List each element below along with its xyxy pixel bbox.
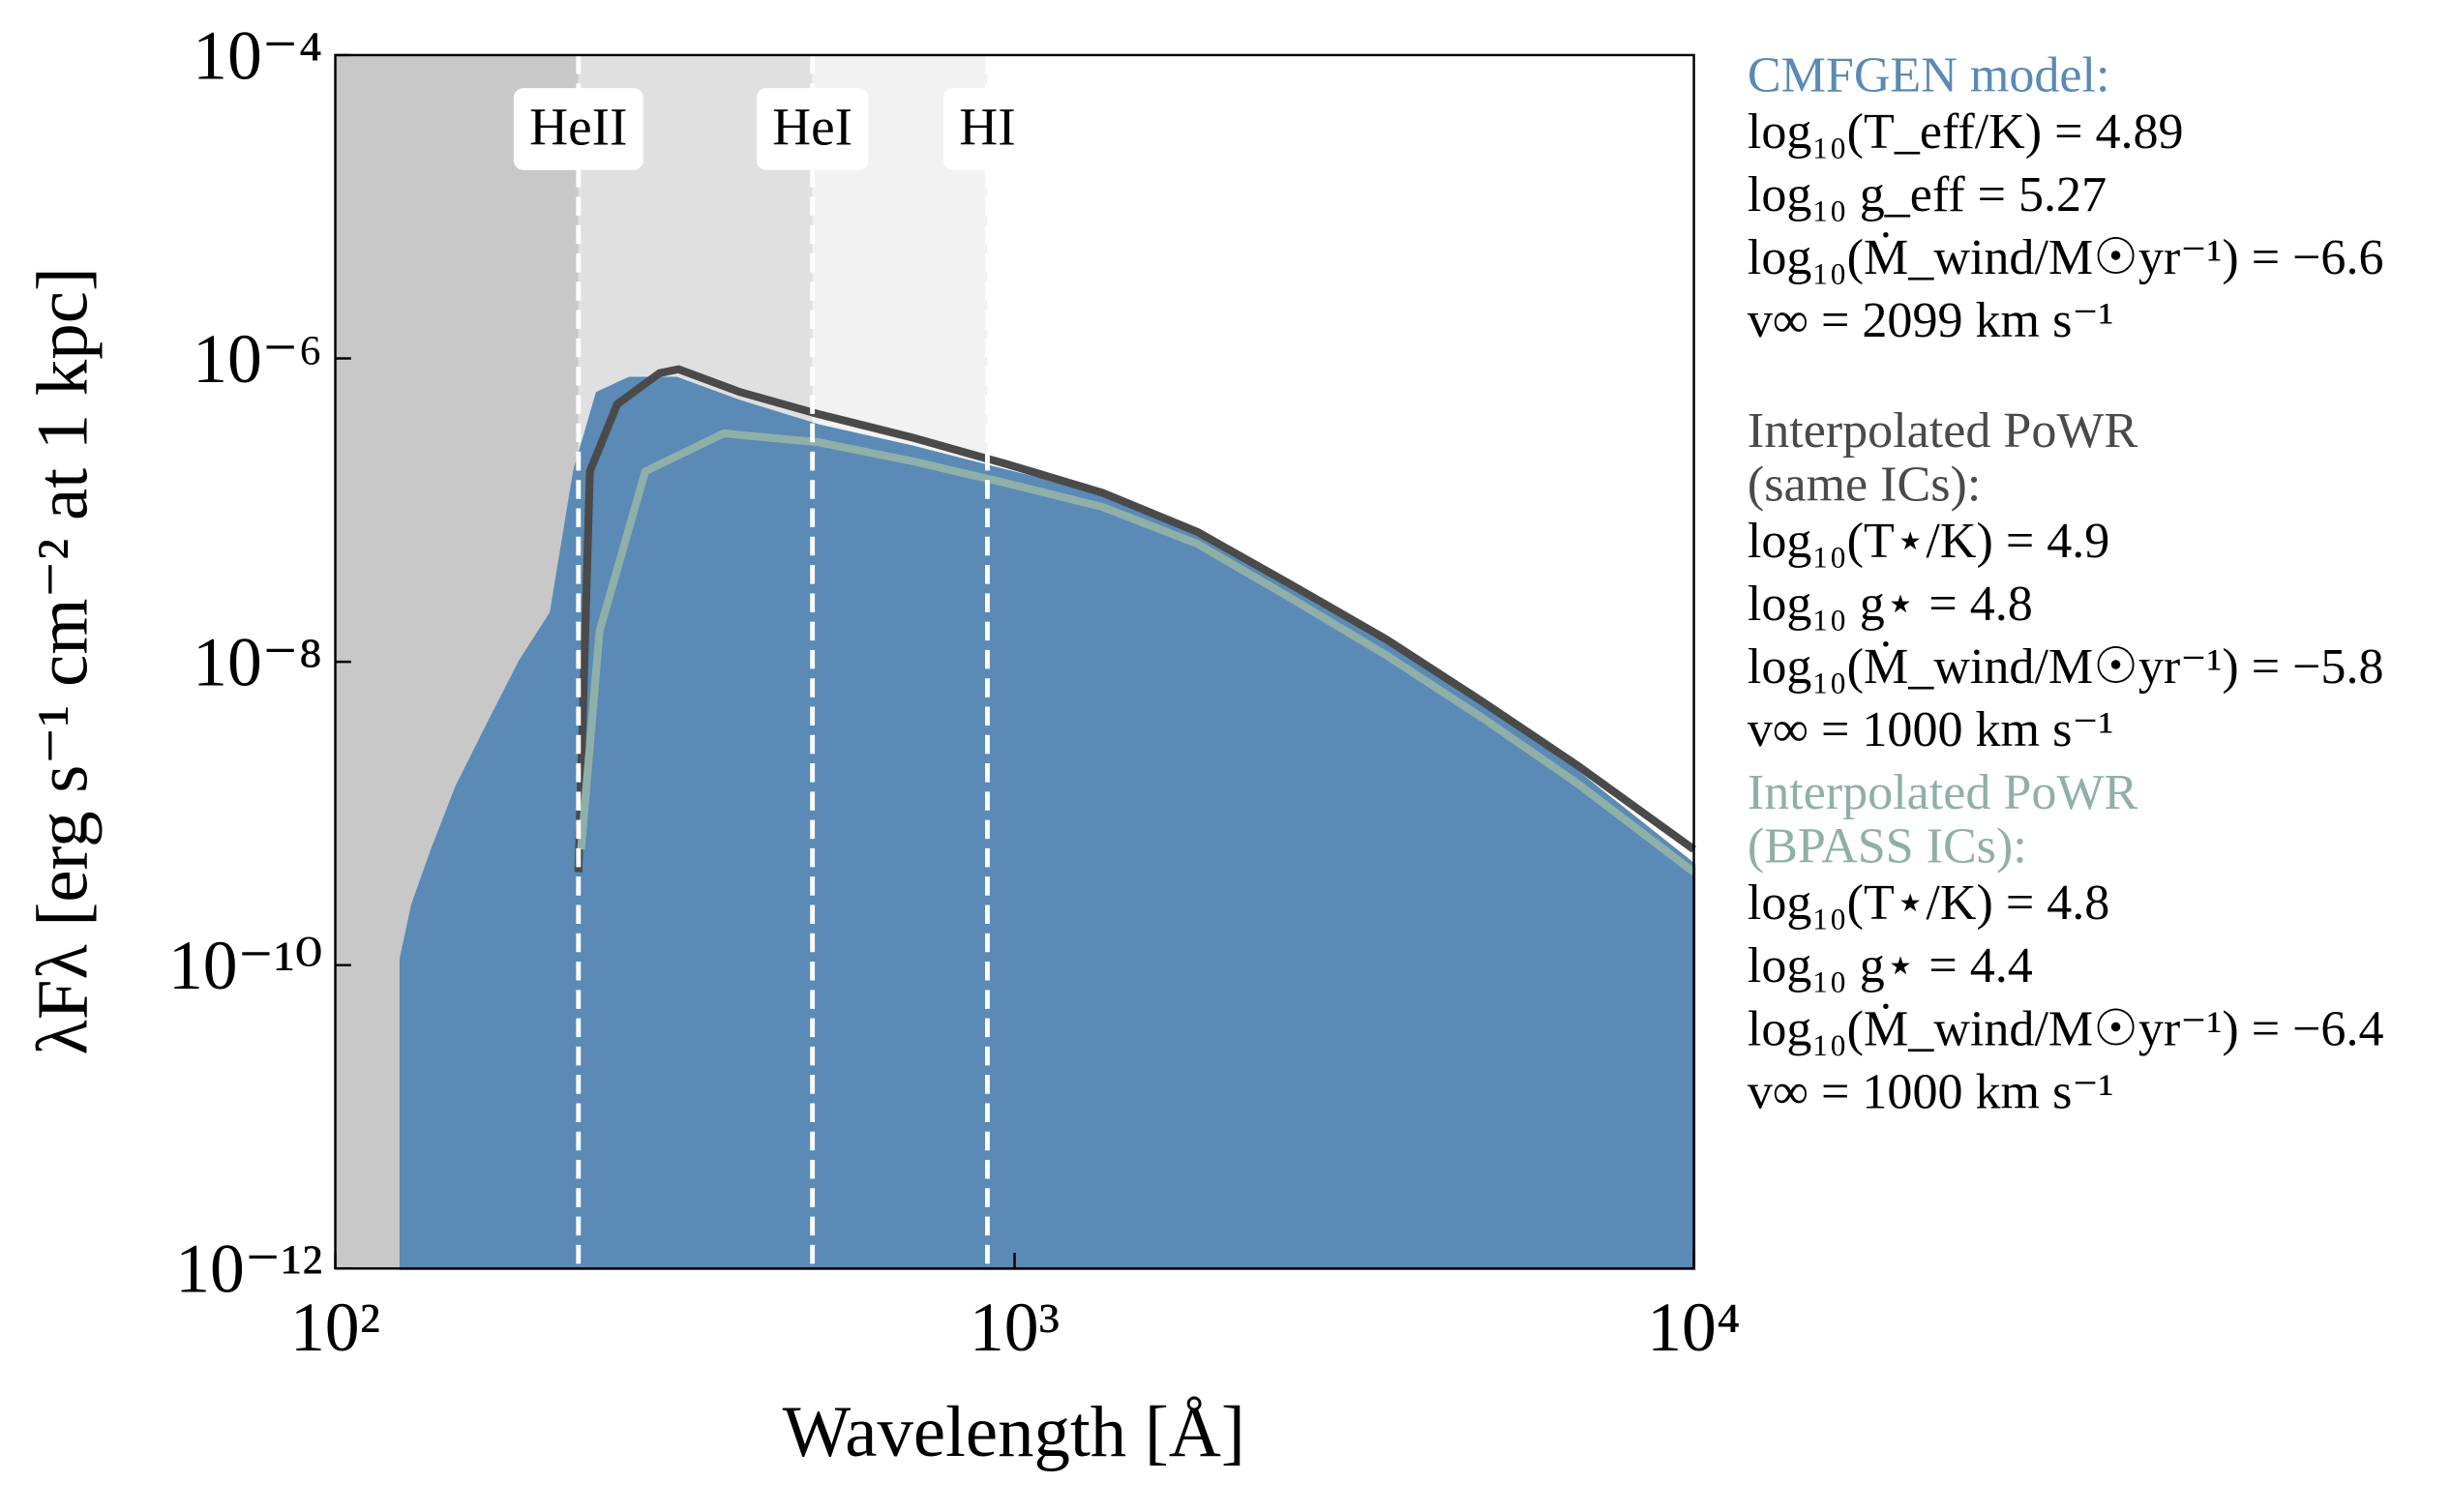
legend-entry: CMFGEN model: <box>1747 45 2110 103</box>
y-tick-label: 10⁻¹² <box>175 1231 322 1308</box>
region-label-group: HeI <box>756 88 869 170</box>
line <box>577 429 1697 875</box>
legend-param: v∞ = 2099 km s⁻¹ <box>1747 290 2114 348</box>
x-axis-label: Wavelength [Å] <box>783 1392 1245 1472</box>
legend-param: log₁₀ g⋆ = 4.8 <box>1747 574 2033 632</box>
y-axis-label: λFλ [erg s⁻¹ cm⁻² at 1 kpc] <box>22 267 103 1054</box>
legend-param: log₁₀(Ṁ_wind/M☉yr⁻¹) = −5.8 <box>1747 637 2384 695</box>
region-label-group: HI <box>943 88 1031 170</box>
legend-entry: Interpolated PoWR (same ICs): <box>1747 400 2138 512</box>
label-box <box>513 88 643 170</box>
region-label: HeI <box>772 98 852 157</box>
y-tick-label: 10⁻⁴ <box>193 17 322 94</box>
legend-group: Interpolated PoWR (BPASS ICs): log₁₀(T⋆/K… <box>1747 763 2384 1119</box>
region-label: HeII <box>529 98 627 157</box>
x-tick-label: 10³ <box>970 1290 1060 1366</box>
y-tick-label: 10⁻¹⁰ <box>168 928 323 1004</box>
label-box <box>756 88 869 170</box>
legend-param: log₁₀(Ṁ_wind/M☉yr⁻¹) = −6.6 <box>1747 227 2384 285</box>
legend-param: log₁₀(T⋆/K) = 4.9 <box>1747 511 2110 569</box>
x-tick-label: 10² <box>290 1290 380 1366</box>
region-label-group: HeII <box>513 88 643 170</box>
spacer <box>1748 356 2220 403</box>
area <box>399 376 1696 1270</box>
x-tick-label: 10⁴ <box>1647 1290 1741 1366</box>
legend-param: log₁₀(Ṁ_wind/M☉yr⁻¹) = −6.4 <box>1747 999 2384 1056</box>
legend-group: Interpolated PoWR (same ICs): log₁₀(T⋆/K)… <box>1747 400 2384 757</box>
legend-param: v∞ = 1000 km s⁻¹ <box>1747 1062 2114 1119</box>
legend-param: log₁₀ g_eff = 5.27 <box>1747 164 2107 222</box>
region-label: HI <box>959 98 1015 157</box>
legend-param: v∞ = 1000 km s⁻¹ <box>1747 699 2114 757</box>
line <box>574 365 1696 873</box>
legend-group: CMFGEN model: log₁₀(T_eff/K) = 4.89 log₁₀ … <box>1747 45 2384 348</box>
legend-entry: Interpolated PoWR (BPASS ICs): <box>1747 763 2138 874</box>
legend-param: log₁₀ g⋆ = 4.4 <box>1747 936 2033 993</box>
legend-param: log₁₀(T_eff/K) = 4.89 <box>1747 102 2184 160</box>
legend: CMFGEN model: log₁₀(T_eff/K) = 4.89 log₁₀ … <box>1747 45 2384 1127</box>
y-tick-label: 10⁻⁸ <box>193 625 322 701</box>
y-tick-label: 10⁻⁶ <box>193 321 322 398</box>
legend-param: log₁₀(T⋆/K) = 4.8 <box>1747 873 2110 931</box>
label-box <box>943 88 1031 170</box>
